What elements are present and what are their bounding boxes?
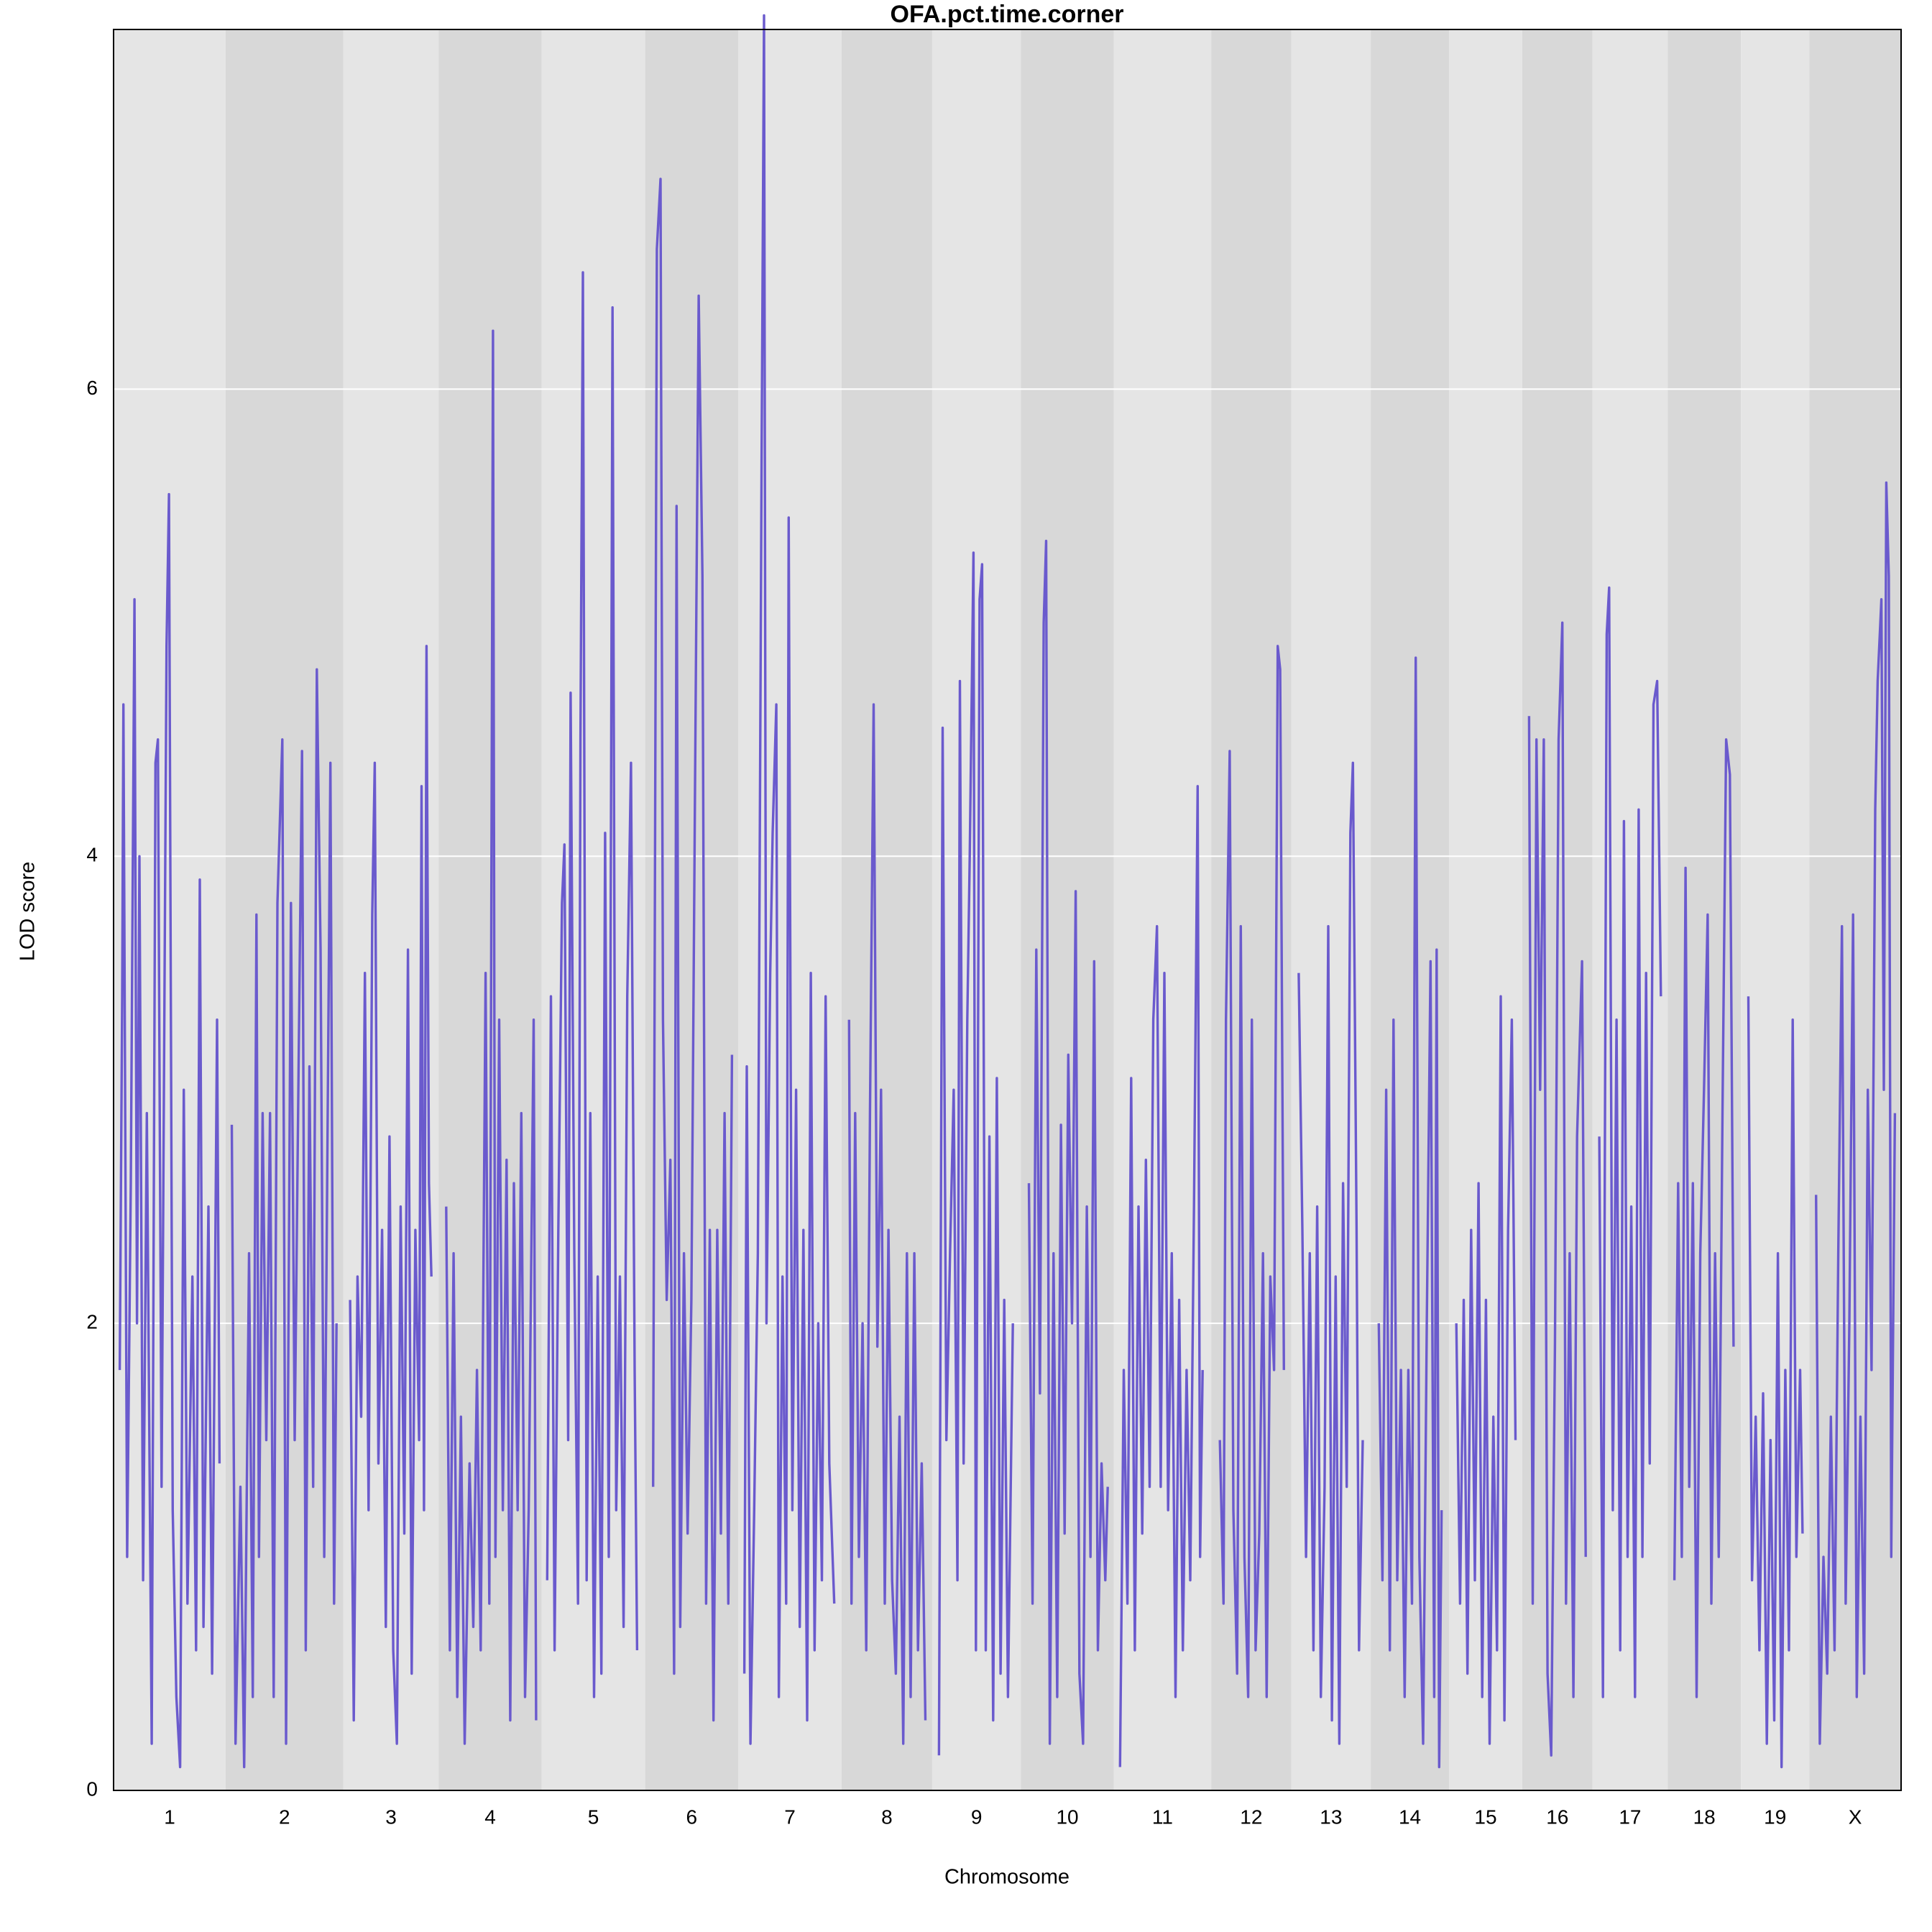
lod-line: [1297, 761, 1364, 1745]
lod-line: [937, 551, 1014, 1756]
x-tick-label: 15: [1474, 1806, 1496, 1828]
x-axis-title: Chromosome: [944, 1866, 1070, 1889]
chromosome-band: [841, 29, 932, 1790]
lod-line: [1118, 785, 1204, 1767]
x-tick-label: 13: [1320, 1806, 1342, 1828]
chromosome-band: [645, 29, 738, 1790]
chromosome-band: [1021, 29, 1114, 1790]
lod-line: [847, 703, 927, 1745]
plot-border: [113, 29, 1902, 1791]
lod-line: [742, 14, 836, 1745]
x-tick-label: 16: [1546, 1806, 1568, 1828]
x-tick-label: 1: [164, 1806, 175, 1828]
lod-line: [445, 329, 538, 1745]
lod-line: [349, 645, 433, 1745]
x-tick-label: 18: [1693, 1806, 1716, 1828]
x-tick-label: 9: [971, 1806, 983, 1828]
lod-line: [1218, 645, 1285, 1698]
lod-line: [230, 668, 338, 1769]
lod-line: [1455, 995, 1517, 1745]
x-tick-label: X: [1849, 1806, 1862, 1828]
x-tick-label: 10: [1056, 1806, 1078, 1828]
x-tick-label: 2: [279, 1806, 290, 1828]
x-tick-label: 4: [484, 1806, 496, 1828]
x-tick-label: 8: [881, 1806, 893, 1828]
lod-line: [546, 271, 639, 1698]
x-tick-label: 7: [784, 1806, 796, 1828]
lod-line: [652, 178, 734, 1722]
lod-line: [1673, 738, 1735, 1698]
lod-line: [1747, 996, 1804, 1769]
x-tick-label: 19: [1764, 1806, 1786, 1828]
lod-line: [1027, 539, 1109, 1745]
x-tick-label: 11: [1152, 1806, 1173, 1828]
x-tick-label: 3: [385, 1806, 397, 1828]
x-tick-label: 17: [1619, 1806, 1641, 1828]
x-tick-label: 14: [1399, 1806, 1421, 1828]
lod-line: [1527, 621, 1587, 1757]
lod-line: [1815, 481, 1897, 1745]
y-tick-label: 0: [86, 1777, 98, 1800]
lod-line: [118, 492, 221, 1769]
x-tick-label: 5: [588, 1806, 599, 1828]
chart-title: OFA.pct.time.corner: [891, 1, 1124, 28]
x-tick-label: 12: [1240, 1806, 1262, 1828]
y-tick-label: 4: [86, 844, 98, 866]
chromosome-band: [1668, 29, 1742, 1790]
lod-line: [1377, 656, 1443, 1769]
chromosome-band: [343, 29, 439, 1790]
x-tick-label: 6: [686, 1806, 698, 1828]
y-tick-label: 2: [86, 1311, 98, 1333]
lod-lines: [118, 14, 1897, 1769]
chromosome-band: [1113, 29, 1212, 1790]
y-axis-title: LOD score: [17, 862, 40, 962]
lod-line: [1598, 586, 1662, 1698]
y-tick-label: 6: [86, 377, 98, 399]
